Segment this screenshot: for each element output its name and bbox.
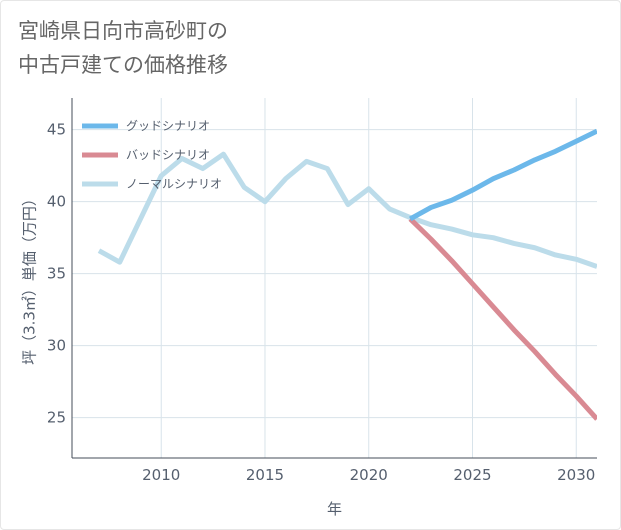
series-line-good bbox=[409, 128, 597, 222]
chart-title-line-1: 宮崎県日向市高砂町の bbox=[18, 19, 228, 43]
x-tick-label: 2030 bbox=[557, 466, 595, 484]
y-tick-label: 35 bbox=[47, 265, 66, 283]
y-axis-label: 坪（3.3㎡）単価（万円） bbox=[21, 191, 39, 365]
legend-label-bad: バッドシナリオ bbox=[126, 148, 210, 162]
y-tick-label: 45 bbox=[47, 121, 66, 139]
series-line-normal bbox=[97, 151, 597, 269]
y-tick-label: 40 bbox=[47, 193, 66, 211]
x-tick-label: 2010 bbox=[142, 466, 180, 484]
y-tick-label: 30 bbox=[47, 337, 66, 355]
grid-lines bbox=[72, 98, 597, 458]
legend-label-normal: ノーマルシナリオ bbox=[126, 177, 222, 191]
chart-title-line-2: 中古戸建ての価格推移 bbox=[18, 53, 228, 77]
chart-title: 宮崎県日向市高砂町の 中古戸建ての価格推移 bbox=[18, 14, 228, 82]
series-line-bad bbox=[408, 217, 597, 421]
tick-labels: 2010 2015 2020 2025 2030 25 30 35 40 45 bbox=[47, 121, 595, 484]
legend-label-good: グッドシナリオ bbox=[126, 119, 210, 133]
x-tick-label: 2020 bbox=[350, 466, 388, 484]
x-tick-label: 2025 bbox=[453, 466, 491, 484]
x-tick-label: 2015 bbox=[246, 466, 284, 484]
series-lines bbox=[97, 128, 597, 421]
axes bbox=[71, 98, 597, 459]
y-tick-label: 25 bbox=[47, 409, 66, 427]
x-axis-label: 年 bbox=[327, 500, 342, 518]
